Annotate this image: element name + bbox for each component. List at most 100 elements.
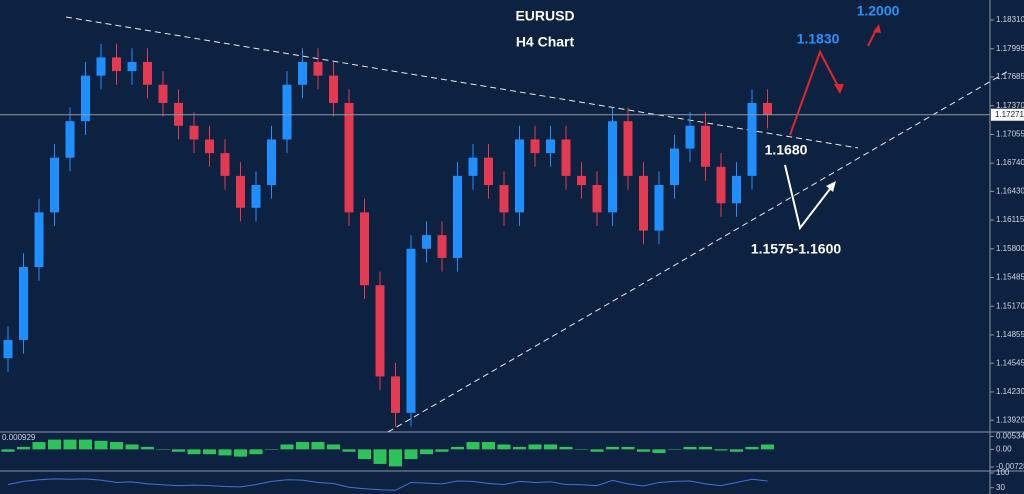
annotation: 1.2000 <box>857 3 900 19</box>
arrow-up-scenario <box>789 49 841 136</box>
candle-body <box>577 175 586 186</box>
macd-bar <box>296 442 309 450</box>
y-tick-label: 1.18310 <box>996 15 1024 24</box>
candle-body <box>313 61 323 76</box>
candle-body <box>375 285 385 377</box>
candle-body <box>158 84 168 103</box>
candle-body <box>654 185 664 231</box>
candle-body <box>530 139 540 154</box>
plot: 1.18310 1.17995 1.17685 1.17370 1.17055 1.167… <box>0 15 1024 492</box>
candle-body <box>251 185 261 208</box>
macd-bar <box>327 444 340 450</box>
y-tick-label: 30 <box>996 483 1005 492</box>
candle-body <box>670 148 679 186</box>
macd-bar <box>249 449 263 455</box>
y-tick-label: 1.14855 <box>996 330 1024 339</box>
arrow-head <box>873 24 881 33</box>
candle-body <box>329 75 338 103</box>
candle-body <box>685 125 695 149</box>
macd-bar <box>389 449 402 467</box>
candle-body <box>422 235 431 249</box>
macd-bar <box>79 439 92 450</box>
macd-bar <box>575 449 588 450</box>
candle-body <box>282 84 292 140</box>
macd-bar <box>342 449 356 452</box>
macd-bar <box>94 440 108 450</box>
macd-bar <box>435 449 449 452</box>
candle-body <box>561 139 571 176</box>
candle-body <box>406 248 416 413</box>
chart-subtitle: H4 Chart <box>516 34 575 50</box>
candle-body <box>732 175 741 204</box>
macd-bar <box>637 449 650 452</box>
y-tick-label: 0.005345 <box>996 431 1024 440</box>
candle-body <box>437 235 447 258</box>
macd-bar <box>311 442 325 450</box>
y-tick-label: 1.17370 <box>996 101 1024 110</box>
macd-bar <box>528 444 542 450</box>
candle-body <box>3 339 13 359</box>
candle-body <box>65 121 75 158</box>
y-tick-label: 1.15800 <box>996 244 1024 253</box>
candle-body <box>81 75 90 122</box>
macd-bar <box>17 446 30 450</box>
macd-bar <box>451 446 464 450</box>
macd-bar <box>234 449 247 457</box>
candle-body <box>391 376 400 413</box>
candle-body <box>360 212 369 286</box>
candle-body <box>546 139 555 154</box>
candle-body <box>623 121 633 176</box>
candle-body <box>453 175 462 258</box>
candle-body <box>50 157 59 213</box>
candle-body <box>747 102 757 176</box>
macd-bar <box>497 444 511 450</box>
macd-bar <box>544 444 557 450</box>
candle-body <box>220 153 230 176</box>
macd-bar <box>32 442 46 450</box>
y-tick-label: 1.16430 <box>996 187 1024 196</box>
chart-title: EURUSD <box>515 8 574 24</box>
macd-bar <box>621 446 635 450</box>
macd-bar <box>48 439 61 450</box>
y-tick-label: 1.17055 <box>996 130 1024 139</box>
macd-bar <box>218 449 232 456</box>
current-price-label: 1.17271 <box>995 110 1024 119</box>
macd-bar <box>420 449 433 455</box>
macd-bar <box>125 444 139 450</box>
macd-bar <box>559 446 573 450</box>
candle-body <box>112 57 121 72</box>
y-tick-label: 1.16115 <box>996 215 1024 224</box>
macd-bar <box>466 442 480 450</box>
annotation: 1.1830 <box>797 31 840 47</box>
candle-body <box>298 61 307 85</box>
macd-bar <box>404 449 418 460</box>
trendline-upper <box>65 16 859 149</box>
y-tick-label: 1.14230 <box>996 387 1024 396</box>
candle-body <box>701 125 710 167</box>
macd-bar <box>187 449 201 455</box>
macd-bar <box>373 449 387 464</box>
y-tick-label: 1.16740 <box>996 158 1024 167</box>
macd-bar <box>1 449 15 452</box>
y-tick-label: 1.13920 <box>996 415 1024 424</box>
candle-body <box>344 102 354 213</box>
macd-current: 0.000929 <box>2 433 36 442</box>
macd-bar <box>156 449 170 450</box>
candle-body <box>468 157 478 176</box>
y-tick-label: 1.17995 <box>996 44 1024 53</box>
candle-body <box>716 166 726 204</box>
macd-bar <box>683 446 697 450</box>
rsi-line <box>7 478 768 491</box>
y-tick-label: 1.15170 <box>996 301 1024 310</box>
macd-bar <box>668 449 681 450</box>
arrow-down-scenario <box>784 164 834 231</box>
arrow-head <box>826 181 836 192</box>
candle-body <box>499 185 509 213</box>
candle-body <box>592 185 602 213</box>
candle-body <box>763 102 772 115</box>
macd-bar <box>280 444 294 450</box>
candle-body <box>515 139 524 213</box>
